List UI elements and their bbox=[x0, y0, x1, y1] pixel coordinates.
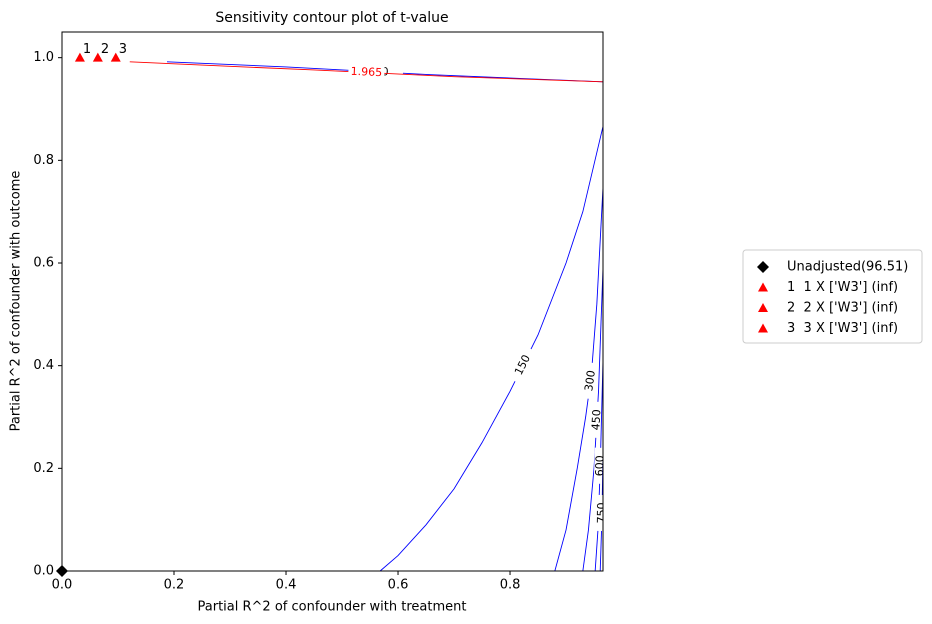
contour-label-group: 150 bbox=[509, 346, 537, 384]
axes-frame bbox=[61, 31, 604, 572]
contour-line bbox=[129, 61, 603, 83]
y-tick-label: 0.2 bbox=[33, 461, 54, 476]
contour-label: 600 bbox=[593, 455, 607, 476]
contour-line bbox=[379, 126, 603, 571]
contour-label-group: 450 bbox=[589, 401, 603, 439]
legend-marker bbox=[758, 323, 768, 333]
contour-label-bg bbox=[593, 447, 603, 484]
chart-title: Sensitivity contour plot of t-value bbox=[215, 10, 448, 26]
legend-label: 2 2 X ['W3'] (inf) bbox=[787, 301, 898, 316]
legend-marker bbox=[758, 303, 768, 312]
contour-label-group: 750 bbox=[595, 494, 608, 532]
y-tick-label: 1.0 bbox=[33, 50, 54, 65]
x-tick-label: 0.8 bbox=[500, 578, 521, 593]
contour-label-bg bbox=[509, 346, 537, 384]
contour-label-bg bbox=[589, 401, 603, 439]
legend-marker bbox=[758, 282, 768, 292]
triangle-marker bbox=[110, 52, 121, 62]
plot-area: 01.965 150 300 450 600 750 bbox=[129, 61, 608, 571]
triangle-marker bbox=[92, 52, 103, 62]
y-tick-label: 0.8 bbox=[33, 153, 54, 168]
y-axis-label: Partial R^2 of confounder with outcome bbox=[9, 171, 24, 432]
contour-label: 300 bbox=[582, 369, 598, 392]
y-tick-label: 0.6 bbox=[33, 256, 54, 271]
point-label: 2 bbox=[101, 42, 109, 57]
x-tick-label: 0.4 bbox=[276, 578, 297, 593]
contour-label: 750 bbox=[595, 502, 608, 523]
point-label: 1 bbox=[83, 42, 91, 57]
legend-label: Unadjusted(96.51) bbox=[787, 260, 908, 275]
x-axis-label: Partial R^2 of confounder with treatment bbox=[198, 600, 467, 615]
contour-label-bg bbox=[348, 65, 385, 80]
contour-label-bg bbox=[582, 362, 599, 400]
contour-label: 0 bbox=[381, 65, 389, 78]
contour-label-group: 300 bbox=[582, 362, 599, 400]
y-tick-label: 0.0 bbox=[33, 564, 54, 579]
contour-label: 1.965 bbox=[350, 65, 382, 79]
y-tick-label: 0.4 bbox=[33, 358, 54, 373]
x-tick-label: 0.2 bbox=[164, 578, 185, 593]
x-tick-label: 0.6 bbox=[388, 578, 409, 593]
contour-line bbox=[554, 187, 603, 571]
x-tick-label: 0.0 bbox=[52, 578, 73, 593]
legend-label: 1 1 X ['W3'] (inf) bbox=[787, 280, 898, 295]
legend-label: 3 3 X ['W3'] (inf) bbox=[787, 321, 898, 336]
legend-box bbox=[742, 249, 923, 344]
contour-label-group: 1.965 bbox=[348, 65, 385, 80]
diamond-marker bbox=[56, 565, 68, 577]
contour-line bbox=[582, 268, 603, 571]
contour-label-bg bbox=[595, 494, 603, 532]
contour-label: 450 bbox=[589, 409, 603, 431]
triangle-marker bbox=[74, 52, 85, 62]
legend-marker bbox=[757, 261, 769, 273]
point-label: 3 bbox=[119, 42, 127, 57]
contour-label-group: 600 bbox=[593, 447, 607, 484]
